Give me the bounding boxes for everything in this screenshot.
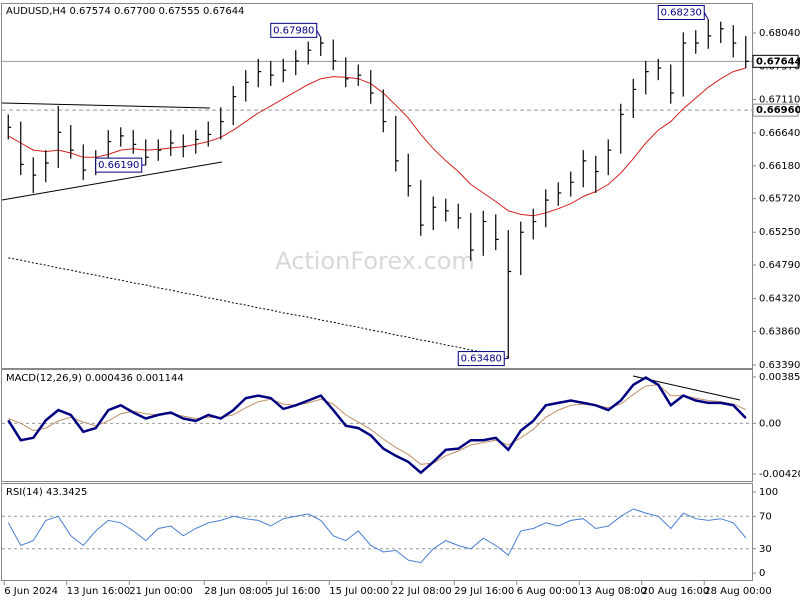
macd-panel xyxy=(1,369,753,482)
annotation-label: 0.63480 xyxy=(461,354,502,365)
y-tick-label: -0.004204 xyxy=(759,469,800,480)
x-tick-label: 28 Jun 08:00 xyxy=(204,586,268,597)
y-tick-label: 100 xyxy=(759,487,778,498)
macd-title: MACD(12,26,9) 0.000436 0.001144 xyxy=(6,373,184,384)
y-tick-label: 0.63860 xyxy=(759,326,800,337)
x-tick-label: 22 Jul 08:00 xyxy=(392,586,452,597)
level-label-box xyxy=(752,103,799,117)
y-tick-label: 0.67110 xyxy=(759,94,800,105)
x-tick-label: 21 Jun 00:00 xyxy=(129,586,193,597)
indicator-line xyxy=(7,376,747,475)
level-label-box xyxy=(752,54,799,68)
y-tick-label: 0.66180 xyxy=(759,161,800,172)
level-label: 0.67644 xyxy=(756,56,800,67)
y-tick-label: 0.63390 xyxy=(759,360,800,371)
indicator-line xyxy=(7,508,747,564)
x-tick-label: 15 Jul 00:00 xyxy=(329,586,389,597)
annotation-leader xyxy=(703,12,709,20)
x-tick-label: 28 Aug 00:00 xyxy=(704,586,771,597)
x-tick-label: 13 Aug 08:00 xyxy=(579,586,646,597)
moving-average xyxy=(8,67,746,217)
watermark: ActionForex.com xyxy=(275,247,475,275)
trendline xyxy=(1,102,211,109)
y-tick-label: 0.68040 xyxy=(759,28,800,39)
y-tick-label: 0.65720 xyxy=(759,194,800,205)
annotation-box xyxy=(270,22,318,38)
y-tick-label: 0.65250 xyxy=(759,227,800,238)
x-tick-label: 5 Jul 16:00 xyxy=(267,586,321,597)
annotation-box xyxy=(95,157,143,173)
trendline xyxy=(1,161,223,201)
moving-average xyxy=(8,257,509,358)
annotation-leader xyxy=(316,30,322,38)
annotation-box xyxy=(457,351,505,367)
y-tick-label: 0.003852 xyxy=(759,372,800,383)
price-title: AUDUSD,H4 0.67574 0.67700 0.67555 0.6764… xyxy=(6,6,244,17)
price-panel xyxy=(1,3,753,369)
y-tick-label: 70 xyxy=(759,511,772,522)
x-tick-label: 6 Aug 00:00 xyxy=(517,586,578,597)
annotation-label: 0.67980 xyxy=(273,25,314,36)
x-tick-label: 20 Aug 16:00 xyxy=(642,586,709,597)
y-tick-label: 0.00 xyxy=(759,418,781,429)
y-tick-label: 0.64790 xyxy=(759,260,800,271)
y-tick-label: 0 xyxy=(759,568,765,579)
y-tick-label: 30 xyxy=(759,544,772,555)
rsi-title: RSI(14) 43.3425 xyxy=(6,487,87,498)
x-tick-label: 13 Jun 16:00 xyxy=(67,586,131,597)
rsi-panel xyxy=(1,483,753,581)
annotation-label: 0.68230 xyxy=(661,7,702,18)
x-tick-label: 6 Jun 2024 xyxy=(4,586,58,597)
annotation-box xyxy=(657,4,705,20)
y-tick-label: 0.64320 xyxy=(759,294,800,305)
x-tick-label: 29 Jul 16:00 xyxy=(454,586,514,597)
y-tick-label: 0.66640 xyxy=(759,128,800,139)
level-label: 0.66960 xyxy=(756,105,800,116)
annotation-label: 0.66190 xyxy=(98,160,139,171)
